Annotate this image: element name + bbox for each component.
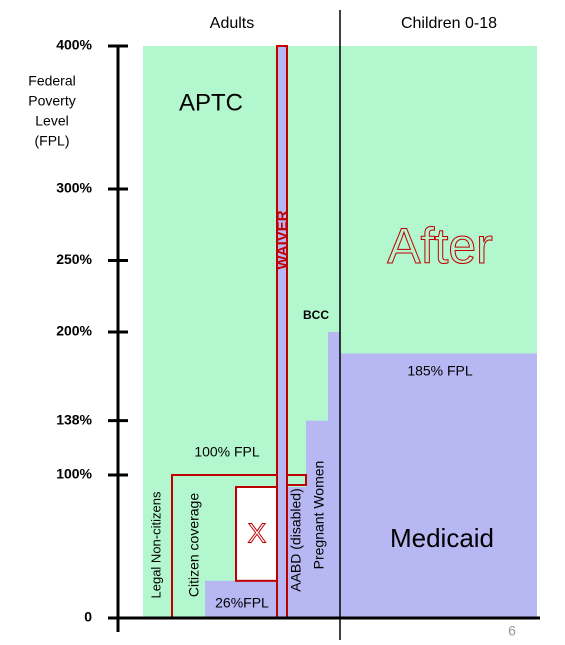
y-tick-label: 100% bbox=[56, 466, 92, 482]
legal-label: Legal Non-citizens bbox=[148, 491, 163, 598]
fpl185-label: 185% FPL bbox=[407, 363, 473, 379]
column-header: Adults bbox=[210, 15, 254, 32]
y-tick-label: 138% bbox=[56, 411, 92, 427]
y-tick-label: 400% bbox=[56, 37, 92, 53]
waiver-label: WAIVER bbox=[274, 210, 291, 269]
medicaid-label: Medicaid bbox=[390, 523, 494, 553]
after-label: After bbox=[387, 218, 493, 274]
citizen-label: Citizen coverage bbox=[186, 493, 202, 597]
aptc-label: APTC bbox=[179, 89, 243, 116]
y-tick-label: 250% bbox=[56, 251, 92, 267]
axis-label: Poverty bbox=[28, 93, 75, 109]
bcc-label: BCC bbox=[303, 308, 329, 322]
fpl100-label: 100% FPL bbox=[194, 444, 260, 460]
pregnant-label: Pregnant Women bbox=[311, 461, 327, 570]
pregnant-region bbox=[306, 420, 340, 618]
aabd-region bbox=[287, 487, 306, 618]
column-header: Children 0-18 bbox=[401, 15, 497, 32]
y-tick-label: 0 bbox=[84, 609, 92, 625]
x-label: X bbox=[248, 517, 267, 548]
aabd-label: AABD (disabled) bbox=[288, 488, 304, 592]
fpl26-label: 26%FPL bbox=[215, 595, 269, 611]
y-tick-label: 300% bbox=[56, 180, 92, 196]
low-income-region bbox=[205, 580, 277, 618]
waiver-bar bbox=[276, 45, 288, 619]
axis-label: (FPL) bbox=[35, 133, 70, 149]
x-box bbox=[235, 486, 278, 582]
axis-label: Level bbox=[35, 113, 68, 129]
y-tick-label: 200% bbox=[56, 323, 92, 339]
children-medicaid bbox=[340, 353, 537, 618]
axis-label: Federal bbox=[28, 73, 75, 89]
adult-line bbox=[171, 474, 307, 618]
page-number: 6 bbox=[508, 623, 516, 639]
